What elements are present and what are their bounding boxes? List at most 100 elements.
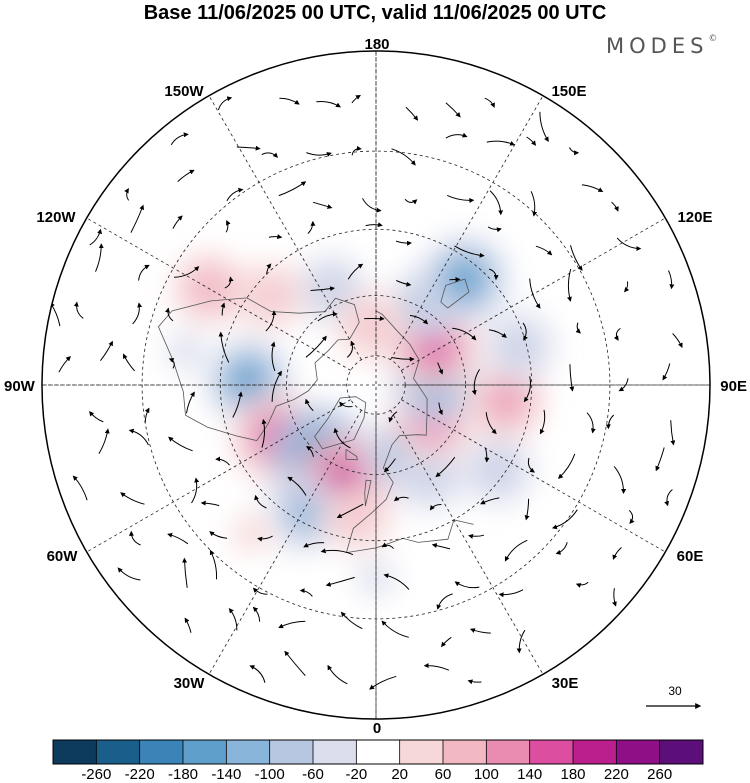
lon-label-90e: 90E <box>720 378 747 395</box>
wind-arrow <box>186 391 195 414</box>
lon-label-60e: 60E <box>677 548 704 565</box>
colorbar-tick-label: -260 <box>81 766 111 783</box>
wind-arrow <box>529 278 541 309</box>
wind-arrow <box>270 341 276 372</box>
wind-arrow <box>655 447 665 472</box>
wind-arrow <box>504 539 528 562</box>
lon-label-90w: 90W <box>4 378 36 395</box>
colorbar-segment <box>529 740 574 764</box>
wind-arrow <box>612 588 617 607</box>
wind-arrow <box>225 219 231 233</box>
colorbar-segment <box>616 740 660 764</box>
anomaly-blob <box>175 340 198 363</box>
wind-arrow <box>362 198 382 213</box>
wind-arrow <box>138 264 150 281</box>
wind-arrow <box>340 611 363 630</box>
wind-arrow <box>224 276 234 289</box>
colorbar-tick-label: -20 <box>345 766 367 783</box>
wind-arrow <box>317 311 338 322</box>
wind-arrow <box>228 608 238 631</box>
wind-arrow <box>551 509 578 530</box>
colorbar-segment <box>356 740 400 764</box>
colorbar-segment <box>659 740 704 764</box>
wind-arrow <box>388 411 398 423</box>
wind-arrow <box>668 270 675 290</box>
wind-arrow <box>488 329 507 338</box>
wind-arrow <box>184 617 192 633</box>
wind-arrow <box>365 222 383 228</box>
anomaly-blob <box>232 364 264 397</box>
map-boundary <box>41 50 711 720</box>
wind-arrow <box>170 132 189 146</box>
wind-arrow <box>95 243 104 272</box>
colorbar-segment <box>53 740 97 764</box>
wind-arrow <box>575 322 581 334</box>
wind-arrow <box>486 140 516 146</box>
colorbar-frame <box>52 739 704 765</box>
reference-vector-label: 30 <box>668 684 682 698</box>
wind-arrow <box>73 301 84 319</box>
wind-arrow <box>165 307 174 322</box>
wind-arrow <box>257 535 273 542</box>
wind-arrow <box>381 542 394 549</box>
wind-arrow <box>522 322 528 341</box>
wind-arrow <box>346 340 356 358</box>
reference-vector: 30 <box>646 684 702 709</box>
wind-arrow <box>266 263 272 275</box>
colorbar <box>52 739 704 765</box>
wind-arrow <box>516 629 526 654</box>
colorbar-segment <box>313 740 357 764</box>
lon-label-60w: 60W <box>47 548 79 565</box>
colorbar-tick-label: -100 <box>255 766 285 783</box>
wind-arrow <box>391 356 415 362</box>
wind-arrow <box>612 547 622 560</box>
wind-arrow <box>423 663 450 671</box>
anomaly-blob <box>287 499 316 528</box>
lon-label-120e: 120E <box>677 209 712 226</box>
colorbar-segment <box>226 740 270 764</box>
colorbar-segment <box>96 740 140 764</box>
wind-arrow <box>209 549 218 580</box>
wind-arrow <box>628 510 635 524</box>
colorbar-tick-label: 100 <box>474 766 499 783</box>
coastline <box>314 396 367 450</box>
wind-arrow <box>670 420 676 446</box>
wind-arrow <box>569 364 575 392</box>
wind-arrow <box>124 188 130 201</box>
wind-arrow <box>662 363 671 381</box>
wind-arrow <box>316 100 341 108</box>
colorbar-tick-label: 20 <box>391 766 408 783</box>
wind-arrow <box>581 184 604 192</box>
wind-arrow <box>351 94 361 104</box>
colorbar-tick-labels: -260 -220 -180 -140 -100 -60 -20 20 60 100 140 180 2… <box>81 766 672 783</box>
lon-label-30e: 30E <box>552 675 579 692</box>
wind-arrow <box>530 191 538 217</box>
wind-arrow <box>252 606 261 622</box>
wind-arrow <box>333 427 351 449</box>
map-disk <box>42 51 710 719</box>
wind-arrow <box>89 411 104 423</box>
wind-arrow <box>391 148 416 166</box>
wind-arrow <box>437 362 444 375</box>
colorbar-tick-label: 140 <box>517 766 542 783</box>
wind-arrow <box>209 531 228 539</box>
colorbar-tick-label: 260 <box>647 766 672 783</box>
wind-arrow <box>120 492 145 505</box>
wind-arrow <box>445 132 468 139</box>
wind-arrow <box>174 266 200 278</box>
anomaly-blob <box>492 386 521 416</box>
wind-arrow <box>336 503 364 518</box>
wind-arrow <box>488 268 499 281</box>
wind-arrow <box>624 281 630 293</box>
anomaly-blob <box>240 521 264 544</box>
wind-arrow <box>575 581 589 588</box>
wind-arrow <box>570 245 583 271</box>
wind-arrow <box>440 636 452 648</box>
wind-arrow <box>404 198 418 205</box>
wind-arrow <box>484 447 490 463</box>
wind-arrow <box>182 557 188 588</box>
wind-arrow <box>613 327 621 341</box>
wind-arrow <box>89 228 103 246</box>
modes-logo: MODES© <box>606 34 717 58</box>
longitude-line <box>390 95 544 360</box>
